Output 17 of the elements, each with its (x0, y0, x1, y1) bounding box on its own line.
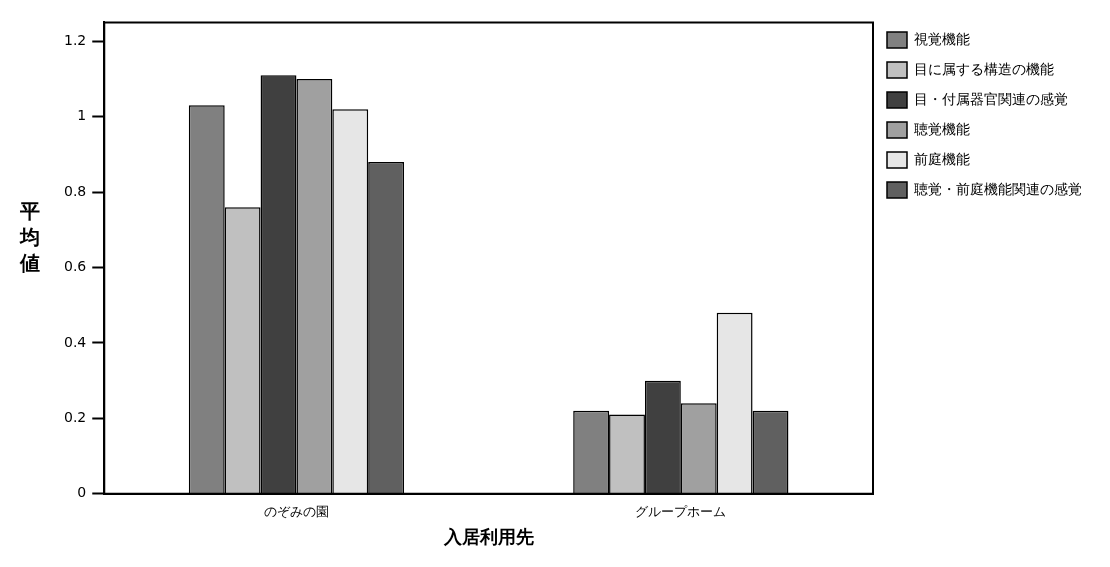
legend-label: 聴覚機能 (914, 120, 970, 137)
legend-label: 聴覚・前庭機能関連の感覚 (914, 180, 1082, 197)
y-tick-label: 0.6 (64, 258, 87, 275)
y-axis-title: 平均値 (20, 198, 41, 276)
legend-label: 目に属する構造の機能 (914, 60, 1054, 77)
legend-label: 目・付属器官関連の感覚 (914, 90, 1068, 107)
y-tick-label: 1.2 (64, 31, 87, 48)
y-tick-label: 0.2 (64, 409, 87, 426)
legend-label: 視覚機能 (914, 30, 970, 47)
x-tick-label: のぞみの園 (263, 503, 329, 519)
legend-label: 前庭機能 (914, 150, 970, 167)
x-axis-title: 入居利用先 (442, 525, 534, 547)
y-tick-label: 0 (77, 484, 87, 501)
y-tick-label: 1 (77, 107, 87, 124)
x-tick-label: グループホーム (635, 503, 727, 519)
y-tick-label: 0.8 (64, 182, 87, 199)
y-tick-label: 0.4 (64, 333, 87, 350)
